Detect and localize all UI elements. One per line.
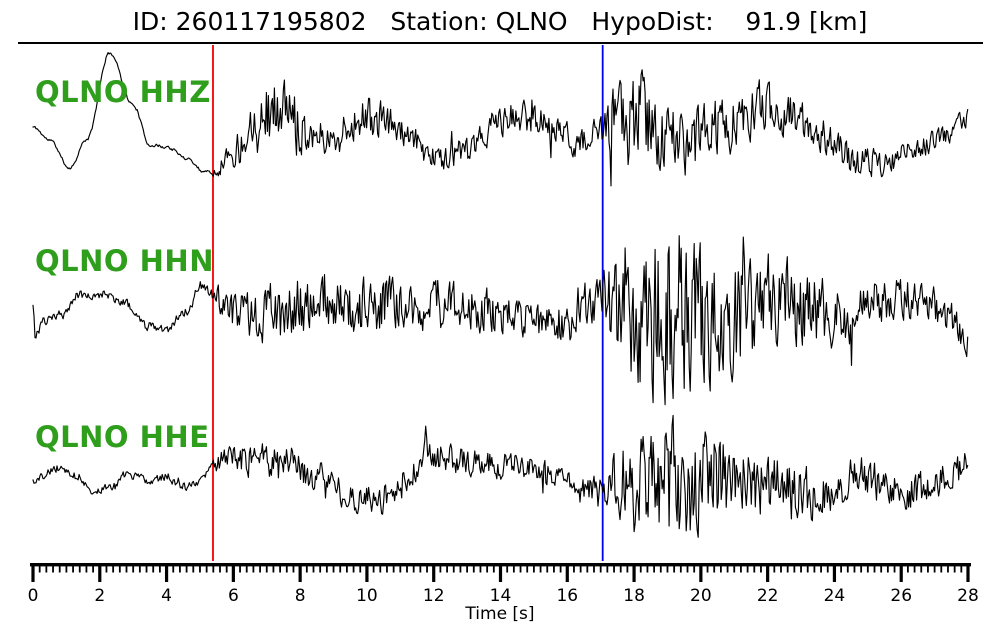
trace-label-hhn: QLNO HHN <box>35 244 214 278</box>
x-tick-label: 2 <box>94 586 105 606</box>
x-tick-label: 20 <box>690 586 712 606</box>
x-tick-label: 22 <box>757 586 779 606</box>
x-tick-label: 24 <box>824 586 846 606</box>
trace-label-hhe: QLNO HHE <box>35 420 210 454</box>
x-tick-label: 4 <box>161 586 172 606</box>
waveform-hhe <box>32 414 969 538</box>
x-tick-label: 26 <box>890 586 912 606</box>
figure-title: ID: 260117195802 Station: QLNO HypoDist:… <box>132 7 868 36</box>
x-tick-label: 18 <box>623 586 645 606</box>
x-tick-label: 0 <box>28 586 39 606</box>
x-tick-label: 8 <box>295 586 306 606</box>
x-tick-label: 10 <box>356 586 378 606</box>
x-tick-label: 6 <box>228 586 239 606</box>
title-separator-line <box>18 42 983 44</box>
waveform-hhz <box>32 52 969 187</box>
x-tick-label: 12 <box>423 586 445 606</box>
x-tick-label: 14 <box>490 586 512 606</box>
x-tick-label: 16 <box>556 586 578 606</box>
x-axis-title: Time [s] <box>465 604 535 624</box>
x-tick-label: 28 <box>957 586 979 606</box>
waveform-hhn <box>32 235 969 406</box>
trace-label-hhz: QLNO HHZ <box>35 75 211 109</box>
